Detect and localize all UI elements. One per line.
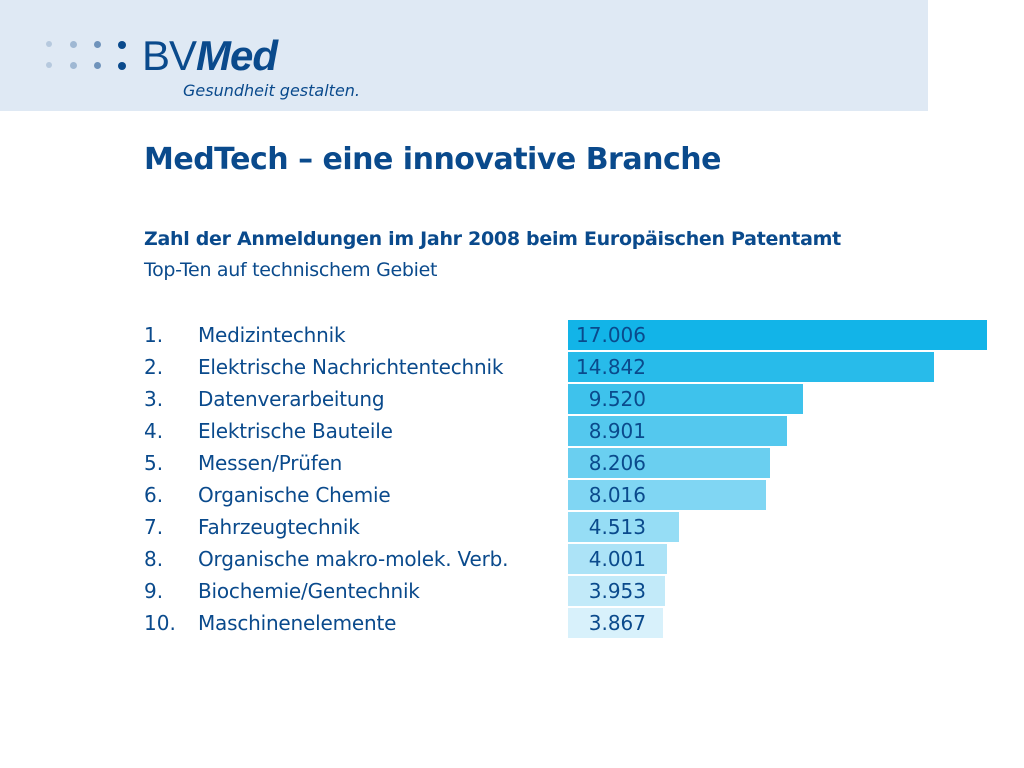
logo-dot bbox=[70, 62, 77, 69]
logo-bv: BV bbox=[142, 32, 197, 79]
rank-number: 1. bbox=[144, 323, 164, 347]
value-label: 3.953 bbox=[588, 579, 646, 603]
logo-med: Med bbox=[196, 32, 278, 79]
value-label: 3.867 bbox=[588, 611, 646, 635]
bar bbox=[568, 416, 787, 446]
logo-dot bbox=[46, 62, 52, 68]
bar bbox=[568, 320, 987, 350]
bar bbox=[568, 448, 770, 478]
chart-title: Zahl der Anmeldungen im Jahr 2008 beim E… bbox=[144, 228, 841, 250]
rank-number: 2. bbox=[144, 355, 164, 379]
page-title: MedTech – eine innovative Branche bbox=[144, 142, 721, 177]
bar bbox=[568, 352, 934, 382]
value-label: 8.206 bbox=[588, 451, 646, 475]
logo-dot bbox=[118, 62, 126, 70]
bar bbox=[568, 544, 667, 574]
rank-number: 10. bbox=[144, 611, 176, 635]
rank-number: 3. bbox=[144, 387, 164, 411]
value-label: 14.842 bbox=[576, 355, 646, 379]
category-label: Biochemie/Gentechnik bbox=[198, 579, 420, 603]
value-label: 9.520 bbox=[588, 387, 646, 411]
category-label: Fahrzeugtechnik bbox=[198, 515, 360, 539]
bar bbox=[568, 480, 766, 510]
logo-dot bbox=[94, 62, 101, 69]
logo-dot bbox=[46, 41, 52, 47]
rank-number: 7. bbox=[144, 515, 164, 539]
rank-number: 6. bbox=[144, 483, 164, 507]
bar bbox=[568, 576, 665, 606]
header-band bbox=[0, 0, 928, 111]
value-label: 4.001 bbox=[588, 547, 646, 571]
category-label: Elektrische Nachrichtentechnik bbox=[198, 355, 504, 379]
value-label: 8.901 bbox=[588, 419, 646, 443]
logo-dot bbox=[70, 41, 77, 48]
value-label: 4.513 bbox=[588, 515, 646, 539]
category-label: Organische makro-molek. Verb. bbox=[198, 547, 509, 571]
rank-number: 8. bbox=[144, 547, 164, 571]
bar bbox=[568, 384, 803, 414]
category-label: Messen/Prüfen bbox=[198, 451, 343, 475]
value-label: 8.016 bbox=[588, 483, 646, 507]
logo-dot bbox=[118, 41, 126, 49]
bvmed-logo: BVMed Gesundheit gestalten. bbox=[42, 32, 372, 104]
category-label: Elektrische Bauteile bbox=[198, 419, 393, 443]
category-label: Maschinenelemente bbox=[198, 611, 397, 635]
logo-dot bbox=[94, 41, 101, 48]
category-label: Medizintechnik bbox=[198, 323, 346, 347]
bar bbox=[568, 512, 679, 542]
rank-number: 9. bbox=[144, 579, 164, 603]
category-label: Datenverarbeitung bbox=[198, 387, 385, 411]
logo-dots-icon bbox=[42, 34, 132, 74]
bar bbox=[568, 608, 663, 638]
category-label: Organische Chemie bbox=[198, 483, 391, 507]
rank-number: 5. bbox=[144, 451, 164, 475]
chart-subtitle: Top-Ten auf technischem Gebiet bbox=[144, 259, 438, 281]
rank-number: 4. bbox=[144, 419, 164, 443]
logo-wordmark: BVMed bbox=[142, 32, 278, 80]
logo-tagline: Gesundheit gestalten. bbox=[183, 81, 361, 100]
value-label: 17.006 bbox=[576, 323, 646, 347]
